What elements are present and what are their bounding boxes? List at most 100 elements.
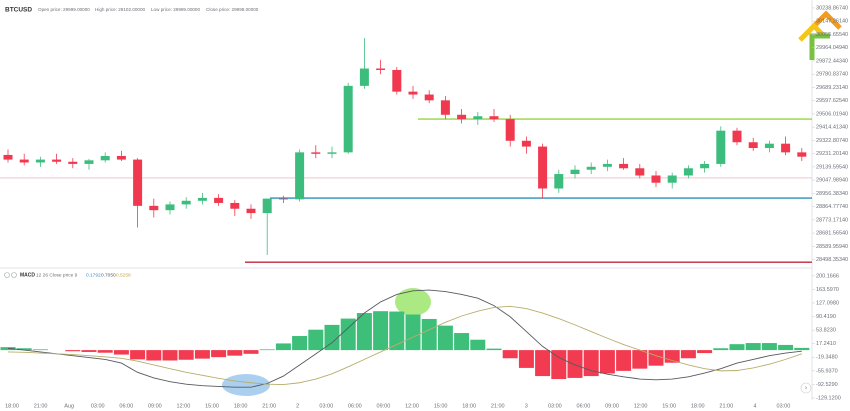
x-tick-label: 06:00 — [348, 403, 362, 409]
scroll-button[interactable] — [800, 382, 812, 394]
x-tick-label: 21:00 — [719, 403, 733, 409]
candle-body — [700, 163, 710, 169]
signal-line — [7, 305, 802, 386]
y-tick-label: -92.5290 — [816, 382, 838, 388]
x-tick-label: 03:00 — [319, 403, 333, 409]
x-tick-label: 12:00 — [177, 403, 191, 409]
y-tick-label: 29139.59540 — [816, 164, 848, 170]
x-tick-label: 18:00 — [462, 403, 476, 409]
y-tick-label: 29047.98940 — [816, 178, 848, 184]
x-tick-label: 06:00 — [119, 403, 133, 409]
candle-body — [246, 208, 256, 214]
candle-body — [149, 205, 159, 211]
y-tick-label: 29780.83740 — [816, 72, 848, 78]
histogram-bar — [745, 343, 761, 351]
x-tick-label: 18:00 — [5, 403, 19, 409]
y-tick-label: 28498.35340 — [816, 257, 848, 263]
y-tick-label: 30238.86740 — [816, 5, 848, 11]
y-tick-label: 29597.62540 — [816, 98, 848, 104]
candle-body — [311, 152, 321, 154]
readout-value: 0.7050 — [101, 272, 116, 278]
candle-body — [52, 159, 62, 162]
x-tick-label: 09:00 — [605, 403, 619, 409]
histogram-bar — [518, 350, 534, 368]
candle-body — [68, 161, 78, 164]
histogram-bar — [32, 349, 48, 351]
x-tick-label: 03:00 — [91, 403, 105, 409]
candle-body — [35, 159, 45, 163]
candle-body — [214, 197, 224, 203]
histogram-bar — [680, 350, 696, 359]
histogram-bar — [454, 333, 470, 351]
x-tick-label: 15:00 — [662, 403, 676, 409]
x-tick-label: 06:00 — [577, 403, 591, 409]
histogram-bar — [356, 313, 372, 351]
x-tick-label: 18:00 — [234, 403, 248, 409]
candle-body — [554, 174, 564, 189]
y-tick-label: 30055.65540 — [816, 32, 848, 38]
candle-body — [327, 152, 337, 154]
candle-body — [538, 146, 548, 189]
candle-body — [635, 168, 645, 176]
candle-body — [165, 204, 175, 211]
candle-body — [19, 159, 29, 163]
histogram-bar — [632, 350, 648, 369]
candle-body — [343, 85, 353, 153]
y-tick-label: 28589.95940 — [816, 244, 848, 250]
x-tick-label: 03:00 — [777, 403, 791, 409]
y-tick-label: 29322.80740 — [816, 138, 848, 144]
candle-body — [230, 202, 240, 209]
histogram-bar — [551, 350, 567, 380]
histogram-bar — [389, 311, 405, 351]
histogram-bar — [437, 325, 453, 351]
indicator-icon[interactable] — [4, 272, 10, 278]
histogram-bar — [292, 336, 308, 351]
candle-body — [100, 155, 110, 161]
candle-body — [133, 159, 143, 206]
x-tick-label: 2 — [296, 403, 299, 409]
candle-body — [473, 116, 483, 120]
logo-mark — [798, 22, 826, 42]
y-tick-label: 28773.17140 — [816, 217, 848, 223]
y-tick-label: 29872.44340 — [816, 58, 848, 64]
candle-body — [619, 163, 629, 169]
y-tick-label: 30147.26140 — [816, 19, 848, 25]
indicator-icon[interactable] — [11, 272, 17, 278]
histogram-bar — [486, 348, 502, 351]
histogram-bar — [340, 318, 356, 351]
histogram-bar — [308, 329, 324, 351]
x-tick-label: 15:00 — [205, 403, 219, 409]
histogram-bar — [178, 350, 194, 360]
readout-value: 0.5258 — [116, 272, 131, 278]
histogram-bar — [648, 350, 664, 366]
candle-body — [732, 130, 742, 143]
histogram-bar — [81, 350, 97, 352]
open-price: Open price: 29999.00000 — [38, 7, 90, 12]
y-tick-label: -19.3480 — [816, 355, 838, 361]
x-tick-label: 09:00 — [148, 403, 162, 409]
candle-body — [197, 197, 207, 201]
candle-body — [440, 100, 450, 115]
candle-body — [424, 94, 434, 101]
x-tick-label: 03:00 — [548, 403, 562, 409]
symbol: BTCUSD — [5, 7, 32, 14]
x-tick-label: 09:00 — [377, 403, 391, 409]
high-price: High price: 29102.00000 — [95, 7, 146, 12]
x-tick-label: 18:00 — [691, 403, 705, 409]
logo-mark — [809, 33, 830, 60]
histogram-bar — [794, 347, 810, 351]
histogram-bar — [778, 344, 794, 351]
candle-body — [716, 130, 726, 164]
histogram-bar — [259, 349, 275, 351]
macd-params: 12 26 Close price 9 — [36, 272, 78, 278]
scroll-arrow[interactable]: › — [805, 386, 807, 392]
candle-body — [181, 200, 191, 205]
histogram-bar — [113, 350, 129, 355]
histogram-bar — [405, 314, 421, 351]
y-tick-label: 29414.41340 — [816, 125, 848, 131]
highlight-ellipse — [395, 288, 431, 316]
highlight-ellipse — [222, 374, 270, 396]
x-tick-label: 21:00 — [262, 403, 276, 409]
candle-body — [748, 142, 758, 149]
